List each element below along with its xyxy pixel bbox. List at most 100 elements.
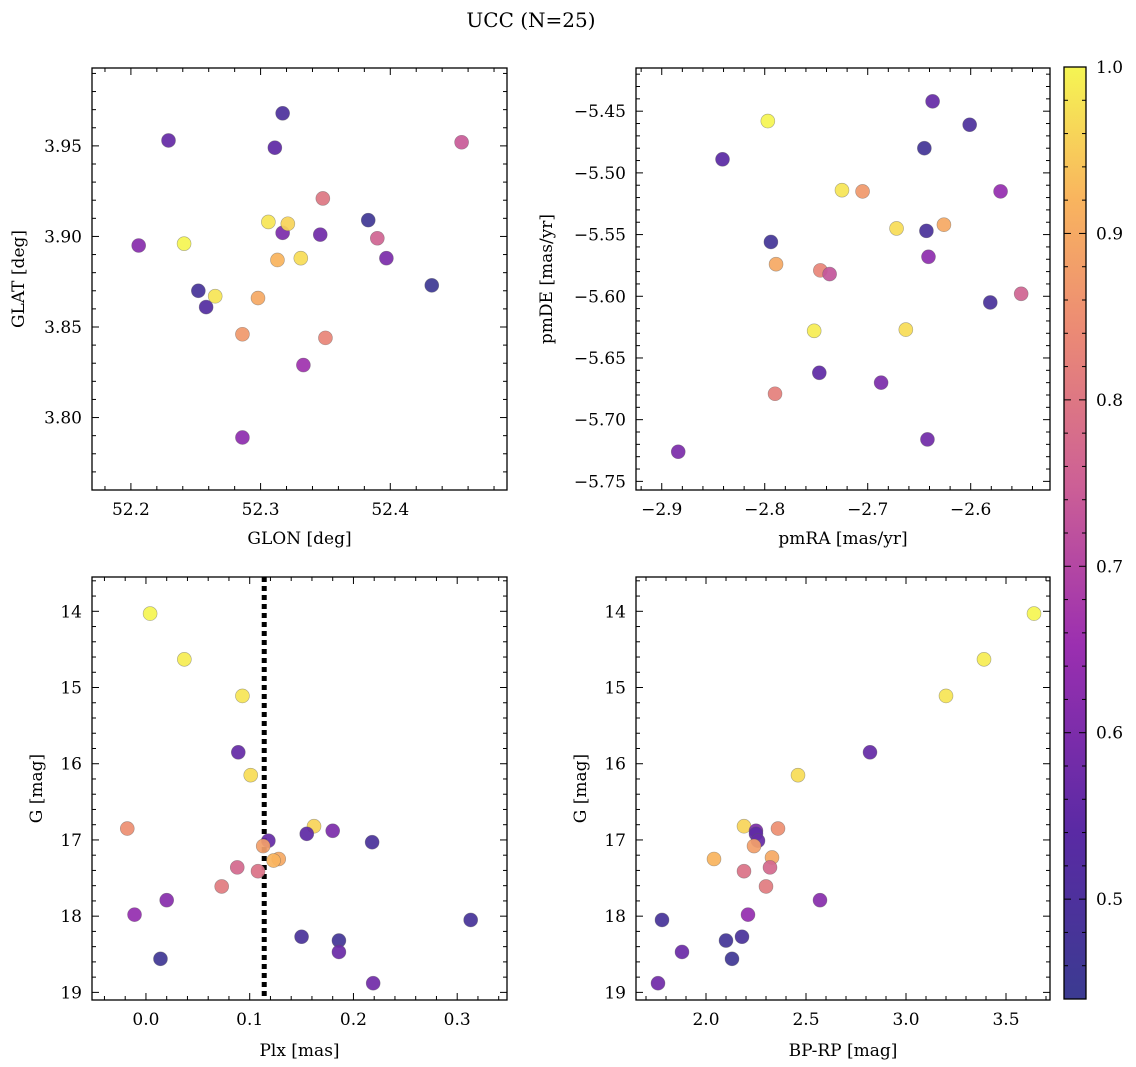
- y-tick-label: 14: [604, 602, 626, 622]
- axes-frame: [91, 576, 508, 1001]
- data-point: [674, 944, 690, 960]
- data-point: [976, 652, 992, 667]
- data-point: [921, 249, 936, 265]
- y-tick-label: 19: [60, 983, 82, 1003]
- x-tick-label: 0.2: [340, 1010, 367, 1030]
- colorbar-tick-label: 1.0: [1096, 58, 1123, 78]
- axis-ticks: [92, 577, 507, 1000]
- data-point: [379, 250, 394, 266]
- axes-frame: [635, 576, 1051, 1001]
- data-point: [360, 212, 376, 228]
- figure-title: UCC (N=25): [466, 8, 595, 32]
- y-tick-label: 15: [604, 679, 626, 699]
- data-point: [925, 94, 940, 109]
- data-point: [235, 326, 250, 342]
- data-point: [296, 357, 311, 373]
- scatter-panel-bprp-g: 2.0 2.5 3.0 3.5 14 15 16 17 18 19 BP-RP [mag] G [ma…: [571, 576, 1051, 1061]
- data-point: [736, 863, 752, 879]
- data-point: [734, 929, 750, 945]
- data-point: [855, 184, 870, 199]
- data-point: [758, 879, 774, 894]
- y-tick-label: 3.80: [44, 409, 82, 429]
- data-point: [198, 299, 214, 315]
- data-point: [275, 105, 290, 121]
- axes-frame: [635, 67, 1051, 491]
- x-axis-label: pmRA [mas/yr]: [778, 529, 907, 549]
- data-point: [177, 652, 192, 667]
- data-point: [312, 227, 328, 242]
- x-axis-label: GLON [deg]: [247, 529, 351, 549]
- y-tick-label: 19: [604, 983, 626, 1003]
- data-point: [746, 838, 762, 854]
- data-point: [331, 944, 347, 960]
- x-tick-label: 52.3: [242, 500, 280, 520]
- x-tick-label: −2.8: [744, 500, 785, 520]
- x-tick-label: 0.1: [236, 1010, 263, 1030]
- data-point: [229, 860, 245, 875]
- data-point: [235, 688, 250, 704]
- data-point: [862, 744, 878, 760]
- data-point: [936, 217, 952, 233]
- data-point: [767, 386, 783, 402]
- y-axis-label: GLAT [deg]: [9, 230, 29, 328]
- data-point: [424, 278, 440, 293]
- data-point: [267, 140, 283, 155]
- axis-ticks: [636, 577, 1050, 1000]
- data-point: [740, 907, 756, 922]
- data-point: [370, 230, 385, 246]
- data-point: [790, 767, 806, 783]
- data-point: [142, 606, 158, 621]
- data-point: [153, 951, 168, 967]
- data-point: [763, 234, 779, 250]
- data-point: [235, 430, 250, 445]
- x-tick-label: −2.9: [641, 500, 682, 520]
- data-point: [982, 295, 998, 310]
- y-tick-label: −5.60: [574, 287, 626, 307]
- colorbar-frame: [1063, 66, 1087, 1000]
- data-point: [770, 821, 786, 836]
- data-point: [364, 834, 380, 850]
- colorbar-tick-label: 0.8: [1096, 391, 1123, 411]
- x-tick-label: 52.2: [112, 500, 150, 520]
- data-point: [670, 444, 686, 460]
- y-tick-label: −5.75: [574, 472, 626, 492]
- colorbar: 0.5 0.6 0.7 0.8 0.9 1.0: [1063, 58, 1123, 1000]
- data-point: [715, 152, 730, 167]
- scatter-panel-pmra-pmde: −2.9 −2.8 −2.7 −2.6 −5.75 −5.70 −5.65 −5.60 −5.5…: [537, 67, 1051, 549]
- x-tick-label: 2.5: [792, 1010, 819, 1030]
- data-point: [325, 823, 341, 839]
- y-tick-label: −5.55: [574, 226, 626, 246]
- y-tick-label: 3.90: [44, 227, 82, 247]
- y-axis-label: pmDE [mas/yr]: [537, 214, 557, 344]
- data-point: [962, 117, 977, 133]
- data-point: [318, 330, 333, 346]
- data-point: [812, 892, 828, 908]
- data-point: [1013, 286, 1029, 302]
- data-point: [898, 322, 914, 337]
- data-point: [706, 851, 722, 867]
- data-point: [243, 767, 259, 783]
- data-point: [250, 290, 266, 306]
- y-tick-label: 15: [60, 679, 82, 699]
- colorbar-tick-label: 0.9: [1096, 224, 1123, 244]
- data-point: [650, 975, 666, 991]
- axes-frame: [91, 67, 508, 491]
- data-point: [768, 256, 784, 272]
- y-tick-label: −5.45: [574, 102, 626, 122]
- y-tick-label: −5.65: [574, 349, 626, 369]
- data-point: [127, 907, 142, 922]
- x-tick-label: 52.4: [371, 500, 409, 520]
- y-tick-label: 18: [60, 907, 82, 927]
- y-tick-label: 3.95: [44, 137, 82, 157]
- y-tick-label: 18: [604, 907, 626, 927]
- data-point: [806, 323, 822, 339]
- colorbar-tick-label: 0.5: [1096, 890, 1123, 910]
- data-point: [214, 879, 229, 894]
- data-point: [131, 238, 146, 253]
- data-point: [250, 863, 266, 879]
- x-tick-label: 3.5: [992, 1010, 1019, 1030]
- data-point: [920, 432, 935, 447]
- y-axis-label: G [mag]: [571, 754, 591, 823]
- y-tick-label: 3.85: [44, 318, 82, 338]
